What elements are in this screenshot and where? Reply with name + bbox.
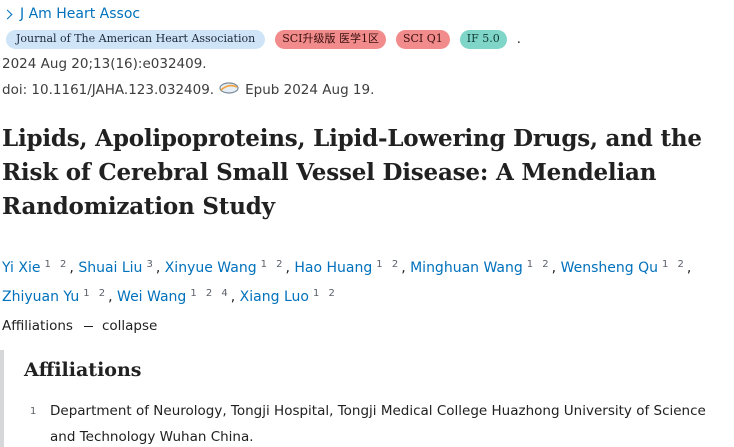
- author-link[interactable]: Yi Xie: [2, 260, 41, 276]
- affiliations-toggle[interactable]: Affiliations collapse: [2, 318, 157, 334]
- journal-link[interactable]: J Am Heart Assoc: [20, 6, 141, 22]
- badges-trailing-period: .: [516, 32, 521, 47]
- badge-sci-q1[interactable]: SCI Q1: [395, 30, 450, 49]
- citation-epub: Epub 2024 Aug 19.: [245, 82, 375, 98]
- journal-badges: Journal of The American Heart Associatio…: [6, 30, 521, 49]
- article-title: Lipids, Apolipoproteins, Lipid-Lowering …: [2, 125, 702, 220]
- affiliation-number: 1: [30, 406, 37, 417]
- author-affiliation-refs[interactable]: 1 2: [312, 288, 338, 299]
- affiliations-toggle-action[interactable]: collapse: [101, 318, 158, 334]
- journal-breadcrumb[interactable]: J Am Heart Assoc: [2, 6, 140, 22]
- author-link[interactable]: Wensheng Qu: [560, 260, 658, 276]
- author-link[interactable]: Wei Wang: [117, 289, 187, 305]
- author-affiliation-refs[interactable]: 1 2 4: [190, 288, 231, 299]
- author-affiliation-refs[interactable]: 1 2: [44, 259, 70, 270]
- badge-journal-name[interactable]: Journal of The American Heart Associatio…: [6, 30, 266, 49]
- chevron-right-icon: [2, 9, 13, 19]
- author-list: Yi Xie 1 2, Shuai Liu 3, Xinyue Wang 1 2, H…: [2, 259, 692, 305]
- affiliations-heading: Affiliations: [24, 359, 142, 381]
- author-affiliation-refs[interactable]: 1 2: [526, 259, 552, 270]
- citation-doi: doi: 10.1161/JAHA.123.032409.: [2, 82, 215, 98]
- author-affiliation-refs[interactable]: 1 2: [83, 288, 109, 299]
- citation-date-volume: 2024 Aug 20;13(16):e032409.: [2, 56, 207, 72]
- epub-icon: [219, 82, 239, 94]
- affiliations-panel: Affiliations 1 Department of Neurology, …: [0, 350, 734, 447]
- author-affiliation-refs[interactable]: 1 2: [260, 259, 286, 270]
- author-link[interactable]: Minghuan Wang: [410, 260, 523, 276]
- affiliation-text: Department of Neurology, Tongji Hospital…: [50, 403, 706, 445]
- collapse-icon: [83, 325, 93, 327]
- affiliations-toggle-label: Affiliations: [2, 318, 73, 334]
- author-link[interactable]: Zhiyuan Yu: [2, 289, 80, 305]
- author-affiliation-refs[interactable]: 1 2: [661, 259, 687, 270]
- author-link[interactable]: Xiang Luo: [239, 289, 309, 305]
- author-affiliation-refs[interactable]: 1 2: [376, 259, 402, 270]
- author-affiliation-refs[interactable]: 3: [146, 259, 156, 270]
- author-link[interactable]: Xinyue Wang: [164, 260, 257, 276]
- author-link[interactable]: Shuai Liu: [78, 260, 143, 276]
- badge-impact-factor[interactable]: IF 5.0: [459, 30, 507, 49]
- badge-sci-upgrade[interactable]: SCI升级版 医学1区: [275, 30, 386, 49]
- author-link[interactable]: Hao Huang: [294, 260, 373, 276]
- affiliation-item: 1 Department of Neurology, Tongji Hospit…: [30, 398, 710, 447]
- citation-doi-line: doi: 10.1161/JAHA.123.032409. Epub 2024 …: [2, 82, 374, 98]
